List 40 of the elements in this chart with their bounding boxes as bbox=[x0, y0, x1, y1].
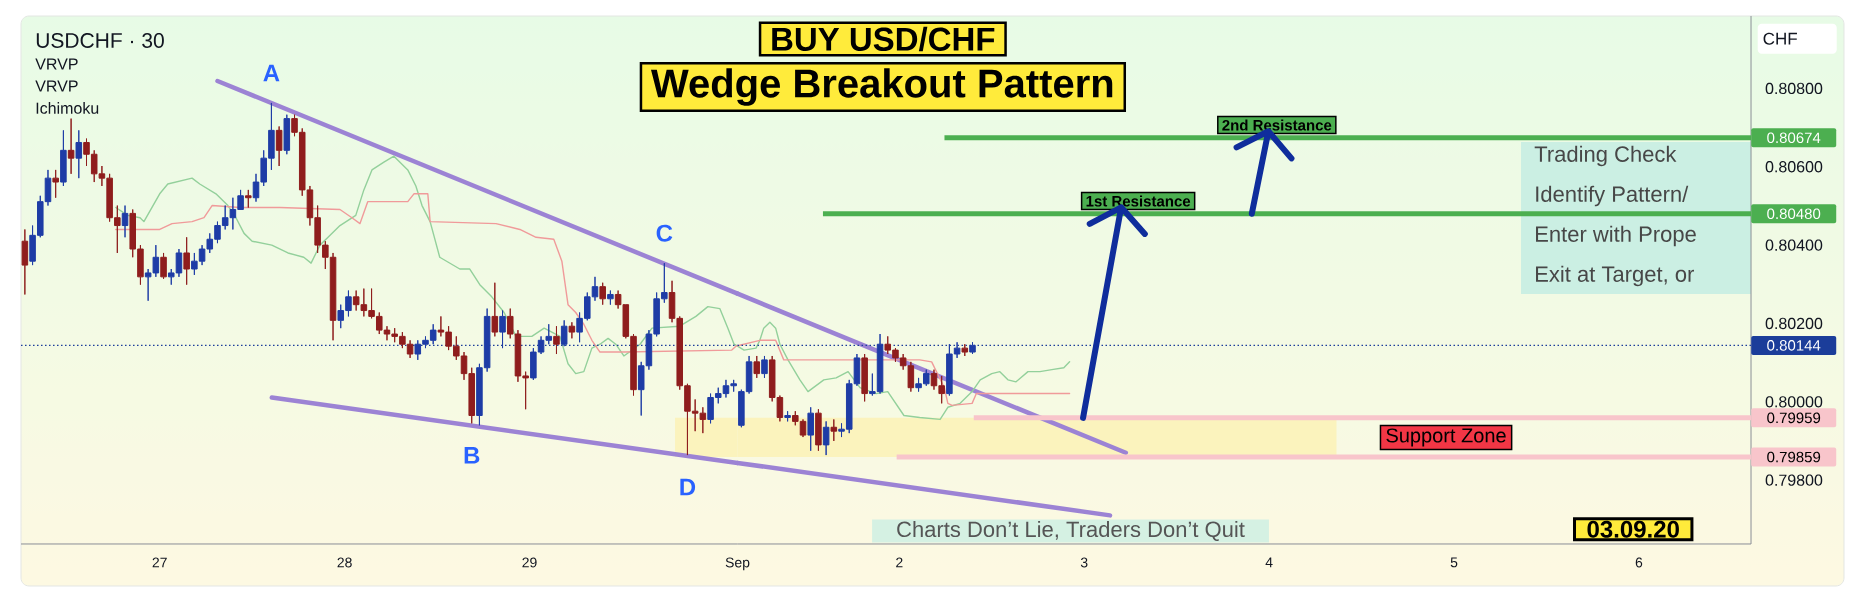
ref-line-label: 0.80144 bbox=[1767, 340, 1821, 351]
x-tick-label: 4 bbox=[1265, 557, 1273, 568]
annotation: A bbox=[263, 64, 280, 82]
annotation: Trading Check bbox=[1534, 145, 1677, 167]
y-tick-label: 0.80600 bbox=[1765, 161, 1823, 173]
annotation: 03.09.20 bbox=[1587, 520, 1679, 538]
y-axis-title: CHF bbox=[1763, 32, 1797, 45]
text: Wedge Breakout Pattern bbox=[651, 68, 1113, 106]
annotation: VRVP bbox=[35, 80, 78, 92]
annotation: 1st Resistance bbox=[1086, 195, 1191, 207]
annotation: Enter with Prope bbox=[1536, 225, 1696, 247]
annotation: B bbox=[464, 447, 480, 464]
ref-line-label: 0.80674 bbox=[1767, 132, 1821, 144]
ref-line-label: 0.80480 bbox=[1767, 208, 1821, 220]
annotation: USDCHF · 30 bbox=[36, 33, 164, 48]
annotation: Ichimoku bbox=[36, 102, 99, 114]
annotation: Charts Don’t Lie, Traders Don’t Quit bbox=[897, 520, 1245, 542]
band-label: Support Zone bbox=[1386, 428, 1506, 447]
ref-line-label: 0.79959 bbox=[1767, 412, 1821, 424]
y-tick-label: 0.80000 bbox=[1765, 396, 1823, 408]
x-tick-label: 5 bbox=[1450, 557, 1458, 568]
ref-line-label: 0.79859 bbox=[1767, 451, 1821, 463]
annotation: 2nd Resistance bbox=[1222, 119, 1332, 131]
y-tick-label: 0.80800 bbox=[1765, 82, 1823, 95]
x-tick-label: 3 bbox=[1080, 557, 1088, 568]
y-tick-label: 0.79800 bbox=[1765, 474, 1823, 486]
x-tick-label: 6 bbox=[1635, 557, 1643, 568]
x-tick-label: 28 bbox=[337, 557, 352, 568]
x-tick-label: 2 bbox=[896, 557, 903, 568]
annotation: VRVP bbox=[35, 58, 78, 70]
annotation: C bbox=[656, 224, 673, 242]
annotation: D bbox=[680, 478, 696, 496]
y-tick-label: 0.80400 bbox=[1765, 239, 1823, 251]
x-tick-label: Sep bbox=[725, 557, 750, 571]
chart-subtitle: BUY USD/CHF bbox=[772, 26, 995, 52]
y-tick-label: 0.80200 bbox=[1765, 317, 1823, 330]
annotation: Identify Pattern/ bbox=[1536, 185, 1689, 207]
x-tick-label: 27 bbox=[152, 557, 167, 568]
x-tick-label: 29 bbox=[522, 557, 537, 568]
annotation: Exit at Target, or bbox=[1536, 265, 1695, 287]
